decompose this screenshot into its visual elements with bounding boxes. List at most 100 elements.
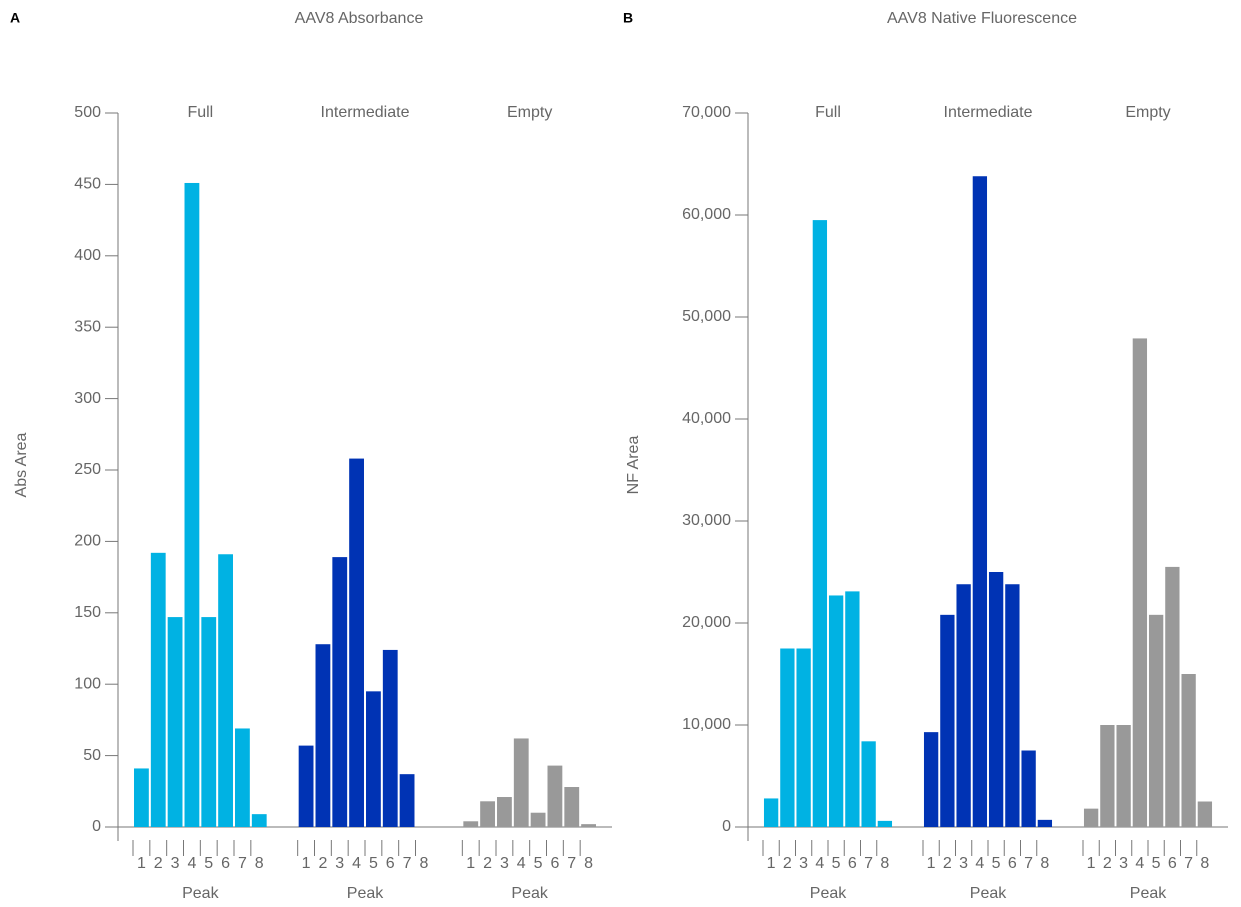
- x-tick-label: 8: [255, 855, 264, 872]
- group-label: Empty: [507, 104, 552, 121]
- group-label: Empty: [1125, 104, 1170, 121]
- y-tick-label: 450: [74, 176, 101, 193]
- x-tick-label: 1: [1087, 855, 1096, 872]
- y-tick-label: 0: [92, 818, 101, 835]
- bar: [564, 787, 580, 827]
- x-tick-label: 5: [369, 855, 378, 872]
- x-tick-label: 2: [154, 855, 163, 872]
- x-tick-label: 7: [567, 855, 576, 872]
- x-tick-label: 8: [419, 855, 428, 872]
- bar: [861, 741, 876, 827]
- y-tick-label: 60,000: [682, 206, 731, 223]
- x-axis-label: Peak: [347, 885, 384, 902]
- y-axis-label: NF Area: [625, 436, 642, 495]
- y-tick-label: 400: [74, 247, 101, 264]
- y-tick-label: 50,000: [682, 308, 731, 325]
- bar: [530, 812, 546, 827]
- bar: [1116, 725, 1131, 827]
- group-label: Intermediate: [321, 104, 410, 121]
- x-tick-label: 8: [1200, 855, 1209, 872]
- bar: [150, 552, 166, 827]
- bar: [972, 176, 988, 828]
- x-tick-label: 2: [943, 855, 952, 872]
- x-tick-label: 1: [302, 855, 311, 872]
- bar: [1005, 584, 1020, 827]
- bar: [463, 821, 479, 827]
- bar: [1083, 808, 1099, 827]
- x-tick-label: 1: [927, 855, 936, 872]
- bar: [1132, 338, 1148, 827]
- chart-title: AAV8 Native Fluorescence: [887, 10, 1077, 27]
- x-axis-label: Peak: [511, 885, 548, 902]
- bar: [956, 584, 971, 827]
- x-axis-label: Peak: [970, 885, 1007, 902]
- x-tick-label: 2: [1103, 855, 1112, 872]
- bar: [201, 617, 217, 827]
- bar: [235, 728, 250, 827]
- bar: [812, 220, 828, 828]
- group-label: Full: [815, 104, 841, 121]
- x-tick-label: 3: [171, 855, 180, 872]
- x-tick-label: 8: [584, 855, 593, 872]
- y-tick-label: 250: [74, 461, 101, 478]
- bar: [1037, 819, 1053, 827]
- x-axis-label: Peak: [182, 885, 219, 902]
- y-tick-label: 40,000: [682, 410, 731, 427]
- y-tick-label: 150: [74, 604, 101, 621]
- bar: [1165, 566, 1180, 827]
- x-tick-label: 6: [550, 855, 559, 872]
- x-tick-label: 5: [1152, 855, 1161, 872]
- bar: [1148, 614, 1164, 827]
- bar: [1100, 725, 1115, 827]
- x-tick-label: 3: [799, 855, 808, 872]
- x-tick-label: 4: [187, 855, 196, 872]
- bar: [547, 765, 563, 827]
- y-tick-label: 100: [74, 675, 101, 692]
- bar: [940, 614, 955, 827]
- x-tick-label: 5: [204, 855, 213, 872]
- x-tick-label: 6: [221, 855, 230, 872]
- x-axis-label: Peak: [810, 885, 847, 902]
- x-tick-label: 3: [500, 855, 509, 872]
- x-tick-label: 7: [238, 855, 247, 872]
- x-tick-label: 6: [1008, 855, 1017, 872]
- bar: [480, 801, 495, 827]
- x-tick-label: 7: [864, 855, 873, 872]
- x-tick-label: 4: [975, 855, 984, 872]
- bar: [988, 572, 1004, 827]
- y-tick-label: 0: [722, 818, 731, 835]
- bar: [796, 648, 811, 827]
- bar: [923, 732, 939, 827]
- chart-title: AAV8 Absorbance: [295, 10, 424, 27]
- group-label: Intermediate: [944, 104, 1033, 121]
- bar: [1197, 801, 1213, 827]
- x-tick-label: 1: [137, 855, 146, 872]
- x-tick-label: 7: [1024, 855, 1033, 872]
- bar: [184, 182, 200, 828]
- x-tick-label: 6: [848, 855, 857, 872]
- x-tick-label: 8: [880, 855, 889, 872]
- bar: [581, 824, 596, 827]
- y-tick-label: 70,000: [682, 104, 731, 121]
- x-tick-label: 1: [767, 855, 776, 872]
- panel-letter: B: [623, 10, 633, 26]
- x-tick-label: 4: [815, 855, 824, 872]
- x-tick-label: 1: [466, 855, 475, 872]
- y-axis-label: Abs Area: [13, 432, 30, 497]
- bar: [366, 691, 381, 827]
- x-tick-label: 4: [517, 855, 526, 872]
- x-tick-label: 4: [352, 855, 361, 872]
- bar: [1021, 750, 1036, 827]
- group-label: Full: [187, 104, 213, 121]
- bar: [298, 745, 314, 827]
- y-tick-label: 30,000: [682, 512, 731, 529]
- bar: [845, 591, 860, 827]
- x-tick-label: 6: [1168, 855, 1177, 872]
- x-tick-label: 4: [1135, 855, 1144, 872]
- bar: [134, 768, 149, 827]
- bar: [828, 595, 844, 827]
- x-tick-label: 7: [1184, 855, 1193, 872]
- y-tick-label: 200: [74, 533, 101, 550]
- y-tick-label: 20,000: [682, 614, 731, 631]
